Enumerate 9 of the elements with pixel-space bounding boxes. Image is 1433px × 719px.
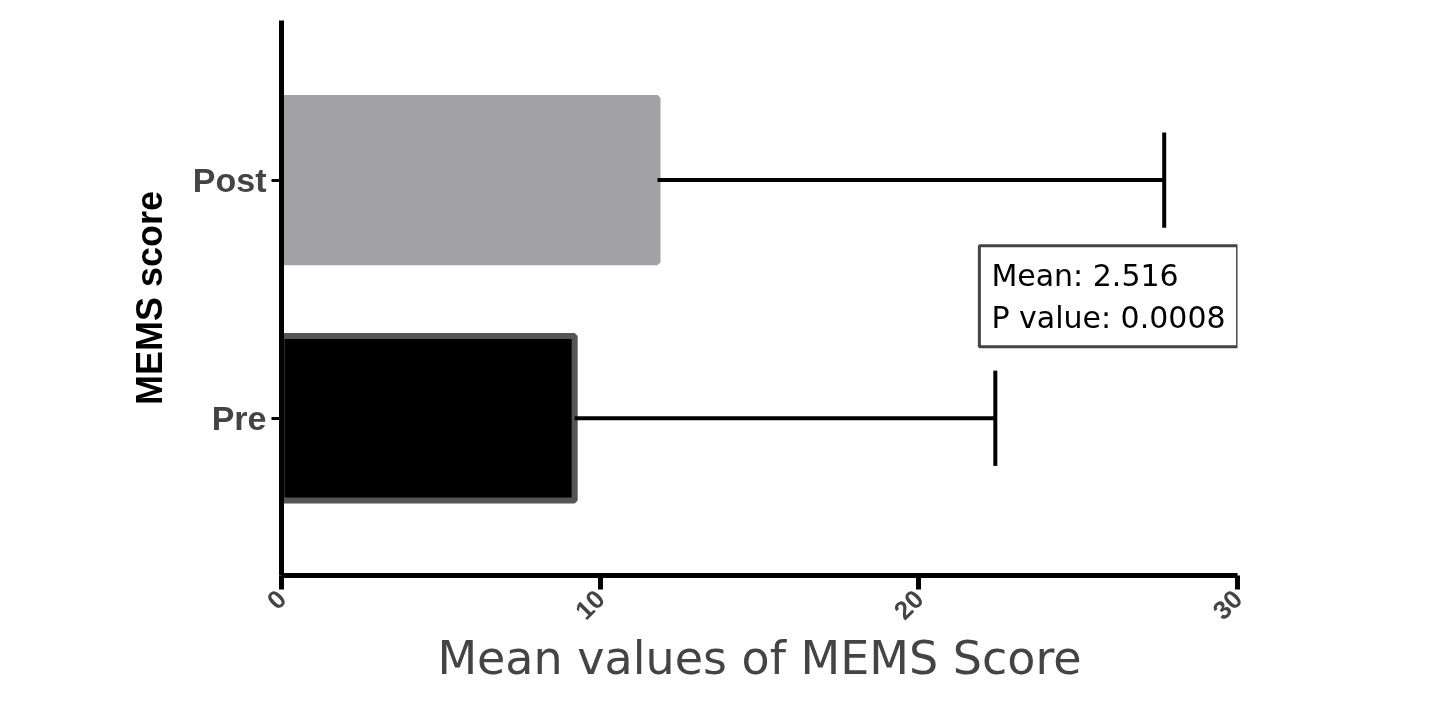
y-tick-label: Post	[192, 161, 267, 200]
y-tick-label: Pre	[211, 399, 267, 438]
annotation: Mean: 2.516 P value: 0.0008	[991, 257, 1226, 335]
x-tick-label: 0	[260, 583, 293, 616]
x-tick-label: 30	[1206, 583, 1249, 626]
x-tick-label: 20	[887, 583, 930, 626]
y-axis-title: MEMS score	[128, 190, 170, 406]
x-axis-title: Mean values of MEMS Score	[437, 630, 1082, 685]
x-tick-label: 10	[569, 583, 611, 626]
